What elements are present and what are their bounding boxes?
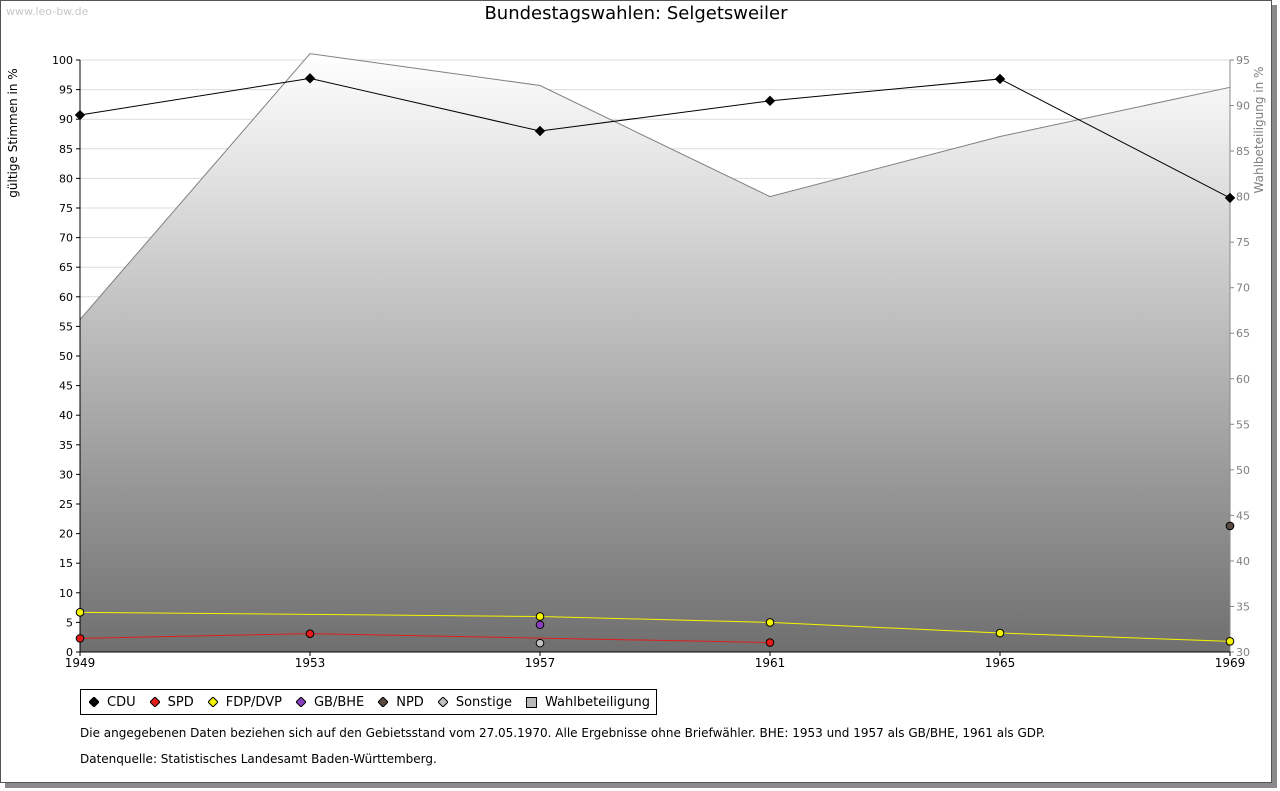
- data-point-fdp-dvp: [995, 628, 1005, 638]
- legend-label-fdp: FDP/DVP: [225, 694, 282, 710]
- y2-tick-label: 70: [1236, 282, 1250, 295]
- y2-tick-label: 55: [1236, 418, 1250, 431]
- data-point-cdu: [534, 125, 546, 137]
- x-tick-label: 1953: [295, 656, 326, 670]
- y-tick-label: 15: [59, 557, 73, 570]
- legend-marker-sonstige: [437, 697, 448, 707]
- data-point-cdu: [304, 73, 316, 84]
- y-tick-label: 85: [59, 143, 73, 156]
- x-tick-label: 1965: [985, 656, 1016, 670]
- x-tick-label: 1969: [1215, 656, 1246, 670]
- legend-item-fdp: FDP/DVP: [207, 694, 282, 710]
- legend-item-npd: NPD: [378, 695, 424, 710]
- legend-item-sonstige: Sonstige: [437, 694, 512, 710]
- legend-marker-spd: [149, 697, 160, 707]
- legend-label-spd: SPD: [167, 694, 194, 710]
- series-line-cdu: [79, 77, 1231, 199]
- legend-label-npd: NPD: [396, 694, 424, 710]
- y-tick-label: 60: [59, 291, 73, 304]
- data-point-fdp-dvp: [765, 618, 775, 627]
- y-tick-label: 20: [59, 528, 73, 541]
- y-tick-label: 75: [59, 202, 73, 215]
- y-tick-label: 50: [59, 350, 73, 363]
- legend-marker-npd: [378, 697, 389, 707]
- legend-item-cdu: CDU: [89, 695, 136, 710]
- y2-tick-label: 30: [1236, 646, 1250, 659]
- legend-label-gbbhe: GB/BHE: [313, 694, 365, 710]
- y2-tick-label: 90: [1236, 100, 1250, 113]
- x-tick-label: 1961: [755, 656, 786, 670]
- data-point-fdp-dvp: [535, 612, 545, 621]
- x-tick-label: 1957: [525, 656, 556, 670]
- turnout-area-layer: [79, 53, 1231, 652]
- y2-tick-label: 60: [1236, 373, 1250, 386]
- y2-tick-label: 45: [1236, 509, 1250, 522]
- chart-title: Bundestagswahlen: Selgetsweiler: [484, 3, 788, 24]
- y2-tick-label: 80: [1236, 191, 1250, 204]
- y-tick-label: 40: [59, 409, 73, 422]
- y2-axis-label: Wahlbeteiligung in %: [1252, 67, 1266, 194]
- data-point-cdu: [1224, 192, 1236, 204]
- data-point-spd: [765, 638, 775, 647]
- y-axis-label: gültige Stimmen in %: [6, 68, 20, 197]
- y-tick-label: 30: [59, 468, 73, 481]
- legend-item-wahlbeteiligung: Wahlbeteiligung: [526, 695, 650, 710]
- data-point-spd: [75, 634, 85, 643]
- chart-plot: 0 5 10 15 20 25 30 35 40 45 50 55 60 65 70 75 80 85 90 95 10…: [6, 53, 1266, 670]
- y2-tick-label: 75: [1236, 236, 1250, 249]
- legend-label-wahlbeteiligung: Wahlbeteiligung: [545, 694, 651, 710]
- y-tick-label: 35: [59, 439, 73, 452]
- data-point-gb-bhe: [535, 620, 545, 630]
- turnout-line: [79, 53, 1231, 320]
- turnout-area: [80, 53, 1230, 652]
- watermark: www.leo-bw.de: [6, 5, 89, 18]
- y2-tick-label: 65: [1236, 327, 1250, 340]
- y-tick-label: 10: [59, 587, 73, 600]
- y-tick-label: 70: [59, 232, 73, 245]
- data-point-cdu: [994, 73, 1006, 85]
- legend-label-cdu: CDU: [107, 694, 136, 710]
- y-tick-label: 95: [59, 84, 73, 97]
- y2-tick-label: 95: [1236, 54, 1250, 67]
- y-tick-label: 25: [59, 498, 73, 511]
- data-point-cdu: [74, 109, 86, 121]
- y-tick-label: 80: [59, 172, 73, 185]
- data-point-spd: [305, 629, 315, 638]
- y-tick-label: 100: [52, 54, 73, 67]
- y-tick-label: 90: [59, 113, 73, 126]
- legend-marker-gbbhe: [295, 697, 306, 707]
- y2-tick-label: 40: [1236, 555, 1250, 568]
- y2-tick-label: 50: [1236, 464, 1250, 477]
- legend-marker-fdp: [207, 697, 218, 707]
- data-point-sonstige: [535, 638, 545, 648]
- legend-item-spd: SPD: [149, 694, 194, 710]
- chart-legend: CDU SPD FDP/DVP GB/BHE NPD Sonstige Wahl…: [80, 689, 658, 715]
- data-point-npd: [1225, 521, 1235, 531]
- y-tick-label: 65: [59, 261, 73, 274]
- y2-tick-label: 85: [1236, 145, 1250, 158]
- legend-marker-wahlbeteiligung: [526, 696, 537, 708]
- series-points: [74, 73, 1236, 648]
- axes: 0 5 10 15 20 25 30 35 40 45 50 55 60 65 70 75 80 85 90 95 10…: [52, 54, 1250, 670]
- y-tick-label: 5: [66, 616, 73, 629]
- data-point-fdp-dvp: [1225, 637, 1235, 646]
- x-tick-label: 1949: [65, 656, 96, 670]
- y-tick-label: 55: [59, 320, 73, 333]
- legend-marker-cdu: [89, 697, 99, 707]
- data-point-cdu: [764, 95, 776, 107]
- footnote-datenquelle: Datenquelle: Statistisches Landesamt Bad…: [80, 752, 437, 766]
- y2-tick-label: 35: [1236, 600, 1250, 613]
- legend-item-gbbhe: GB/BHE: [295, 694, 365, 710]
- y-tick-label: 0: [66, 646, 73, 659]
- data-point-fdp-dvp: [75, 608, 85, 617]
- legend-label-sonstige: Sonstige: [455, 694, 512, 710]
- footnote-gebietsstand: Die angegebenen Daten beziehen sich auf …: [80, 726, 1046, 740]
- y-tick-label: 45: [59, 380, 73, 393]
